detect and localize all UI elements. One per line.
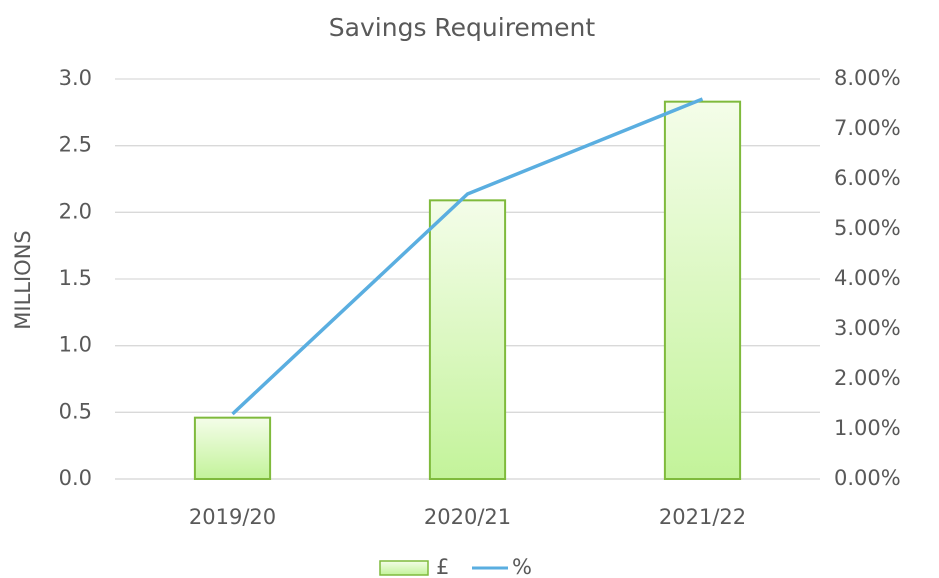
chart-title: Savings Requirement [329,13,596,42]
legend-swatch [379,560,429,576]
y-axis-label: MILLIONS [11,230,35,329]
bar [663,100,742,481]
y2-tick-label: 8.00% [834,66,901,90]
y2-tick-label: 7.00% [834,116,901,140]
y2-tick-label: 3.00% [834,316,901,340]
y2-tick-label: 1.00% [834,416,901,440]
y-tick-label: 0.0 [59,466,92,490]
y-tick-label: 2.5 [59,133,92,157]
y-tick-label: 2.0 [59,199,92,223]
x-tick-label: 2021/22 [659,505,746,529]
y-tick-label: 0.5 [59,399,92,423]
line [231,97,704,416]
bar [428,199,507,480]
legend-label: £ [436,555,449,578]
y2-tick-label: 0.00% [834,466,901,490]
legend-label: % [512,555,532,578]
bar [193,416,272,480]
y2-tick-label: 6.00% [834,166,901,190]
y-tick-label: 3.0 [59,66,92,90]
y2-tick-label: 5.00% [834,216,901,240]
y-tick-label: 1.0 [59,333,92,357]
x-tick-label: 2019/20 [189,505,276,529]
y-tick-label: 1.5 [59,266,92,290]
x-tick-label: 2020/21 [424,505,511,529]
y2-tick-label: 4.00% [834,266,901,290]
y2-tick-label: 2.00% [834,366,901,390]
